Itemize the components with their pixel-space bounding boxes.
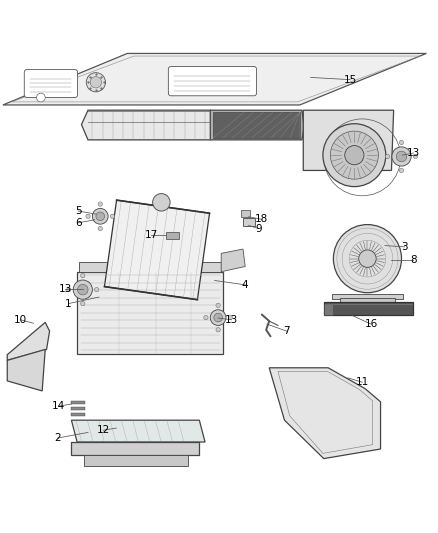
- Circle shape: [214, 313, 223, 322]
- Circle shape: [359, 250, 376, 268]
- Circle shape: [204, 316, 208, 320]
- FancyBboxPatch shape: [24, 70, 78, 98]
- Text: 9: 9: [255, 223, 261, 233]
- Polygon shape: [241, 210, 251, 217]
- Circle shape: [396, 151, 407, 161]
- Text: 8: 8: [410, 255, 417, 265]
- Circle shape: [330, 131, 378, 179]
- Circle shape: [81, 273, 85, 278]
- Polygon shape: [84, 455, 188, 466]
- Circle shape: [385, 154, 390, 159]
- Text: 13: 13: [225, 315, 238, 325]
- Text: 13: 13: [59, 284, 72, 294]
- Circle shape: [399, 140, 404, 144]
- Text: 4: 4: [242, 280, 248, 290]
- Bar: [71, 413, 85, 416]
- Circle shape: [399, 168, 404, 173]
- Circle shape: [98, 202, 102, 206]
- Polygon shape: [79, 262, 221, 272]
- Text: 14: 14: [52, 401, 65, 411]
- Circle shape: [81, 302, 85, 306]
- Circle shape: [95, 287, 99, 292]
- Polygon shape: [213, 112, 300, 138]
- Text: 18: 18: [255, 214, 268, 224]
- Circle shape: [152, 193, 170, 211]
- Text: 16: 16: [364, 319, 378, 329]
- Circle shape: [78, 285, 88, 295]
- Text: 1: 1: [65, 298, 72, 309]
- Circle shape: [216, 328, 220, 332]
- Polygon shape: [243, 217, 255, 227]
- Polygon shape: [210, 110, 304, 140]
- Polygon shape: [324, 302, 413, 316]
- Polygon shape: [221, 249, 245, 272]
- Circle shape: [345, 146, 364, 165]
- Text: 7: 7: [283, 326, 290, 336]
- Polygon shape: [269, 368, 381, 458]
- Text: 6: 6: [75, 218, 82, 228]
- Circle shape: [392, 147, 411, 166]
- Text: 2: 2: [54, 433, 61, 443]
- Circle shape: [323, 124, 386, 187]
- Circle shape: [413, 154, 418, 159]
- Text: 11: 11: [356, 377, 369, 387]
- Polygon shape: [7, 350, 45, 391]
- Circle shape: [333, 224, 402, 293]
- Circle shape: [110, 214, 115, 219]
- Polygon shape: [166, 231, 179, 239]
- Polygon shape: [324, 304, 333, 314]
- Circle shape: [228, 316, 233, 320]
- Polygon shape: [81, 110, 219, 140]
- Circle shape: [210, 310, 226, 326]
- Circle shape: [67, 287, 71, 292]
- Polygon shape: [71, 442, 199, 455]
- Polygon shape: [3, 53, 426, 105]
- Polygon shape: [303, 110, 394, 171]
- Circle shape: [98, 227, 102, 231]
- Polygon shape: [7, 322, 49, 360]
- Text: 13: 13: [406, 148, 420, 158]
- Text: 10: 10: [14, 315, 27, 325]
- Circle shape: [86, 72, 106, 92]
- Circle shape: [73, 280, 92, 299]
- Polygon shape: [77, 272, 223, 354]
- Polygon shape: [332, 294, 403, 299]
- Circle shape: [96, 212, 105, 221]
- Polygon shape: [71, 420, 205, 442]
- Bar: [71, 401, 85, 405]
- Bar: [71, 407, 85, 410]
- Text: 12: 12: [97, 425, 110, 435]
- Circle shape: [36, 93, 45, 102]
- Circle shape: [216, 303, 220, 308]
- Text: 17: 17: [145, 230, 158, 240]
- Polygon shape: [104, 200, 209, 300]
- Text: 5: 5: [75, 206, 82, 216]
- FancyBboxPatch shape: [168, 67, 257, 96]
- Circle shape: [90, 77, 102, 88]
- Polygon shape: [340, 298, 395, 306]
- Text: 3: 3: [401, 242, 408, 252]
- Circle shape: [86, 214, 90, 219]
- Circle shape: [92, 208, 108, 224]
- Text: 15: 15: [343, 75, 357, 85]
